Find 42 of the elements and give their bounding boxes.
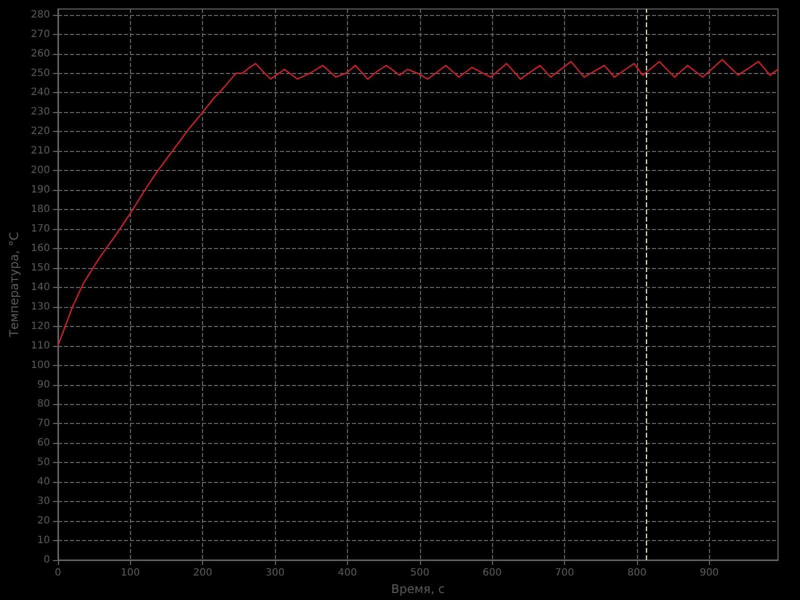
y-tick-label: 190 xyxy=(30,184,50,196)
y-axis-title: Температура, °C xyxy=(7,232,21,338)
x-tick-label: 200 xyxy=(193,568,212,578)
x-tick-label: 0 xyxy=(54,568,62,578)
x-tick-label: 500 xyxy=(410,568,430,578)
x-tick-label: 900 xyxy=(700,568,719,578)
x-tick-label: 600 xyxy=(482,568,502,578)
y-tick-label: 210 xyxy=(30,146,50,157)
y-tick-label: 160 xyxy=(30,242,50,254)
y-tick-label: 130 xyxy=(30,301,50,312)
y-tick-label: 120 xyxy=(30,320,50,332)
x-tick-label: 400 xyxy=(338,568,357,578)
x-tick-label: 700 xyxy=(554,568,574,578)
y-tick-label: 230 xyxy=(30,106,50,118)
x-axis-title: Время, с xyxy=(391,582,445,596)
y-tick-label: 90 xyxy=(37,379,50,390)
y-tick-label: 110 xyxy=(30,340,50,352)
y-tick-label: 240 xyxy=(30,87,50,98)
y-tick-label: 50 xyxy=(37,457,50,468)
x-tick-label: 300 xyxy=(266,568,285,578)
y-tick-label: 70 xyxy=(37,418,50,430)
y-tick-label: 220 xyxy=(30,126,50,138)
y-tick-label: 10 xyxy=(37,535,50,546)
y-tick-label: 200 xyxy=(30,165,50,176)
x-tick-label: 100 xyxy=(120,568,140,578)
y-tick-label: 140 xyxy=(30,282,50,293)
y-tick-label: 60 xyxy=(37,438,50,449)
line-series xyxy=(57,58,779,346)
x-tick-label: 800 xyxy=(627,568,646,578)
y-tick-label: 170 xyxy=(30,224,50,235)
y-tick-label: 40 xyxy=(37,476,50,488)
y-tick-label: 150 xyxy=(30,262,50,274)
y-tick-label: 270 xyxy=(30,28,50,40)
y-tick-label: 80 xyxy=(37,398,50,410)
y-tick-label: 260 xyxy=(30,48,50,60)
y-tick-label: 250 xyxy=(30,68,50,79)
y-tick-label: 180 xyxy=(30,204,50,216)
y-tick-label: 20 xyxy=(37,516,50,527)
y-tick-label: 100 xyxy=(30,360,50,371)
y-tick-label: 280 xyxy=(30,9,50,20)
y-tick-label: 30 xyxy=(37,496,50,508)
y-tick-label: 0 xyxy=(44,554,50,566)
